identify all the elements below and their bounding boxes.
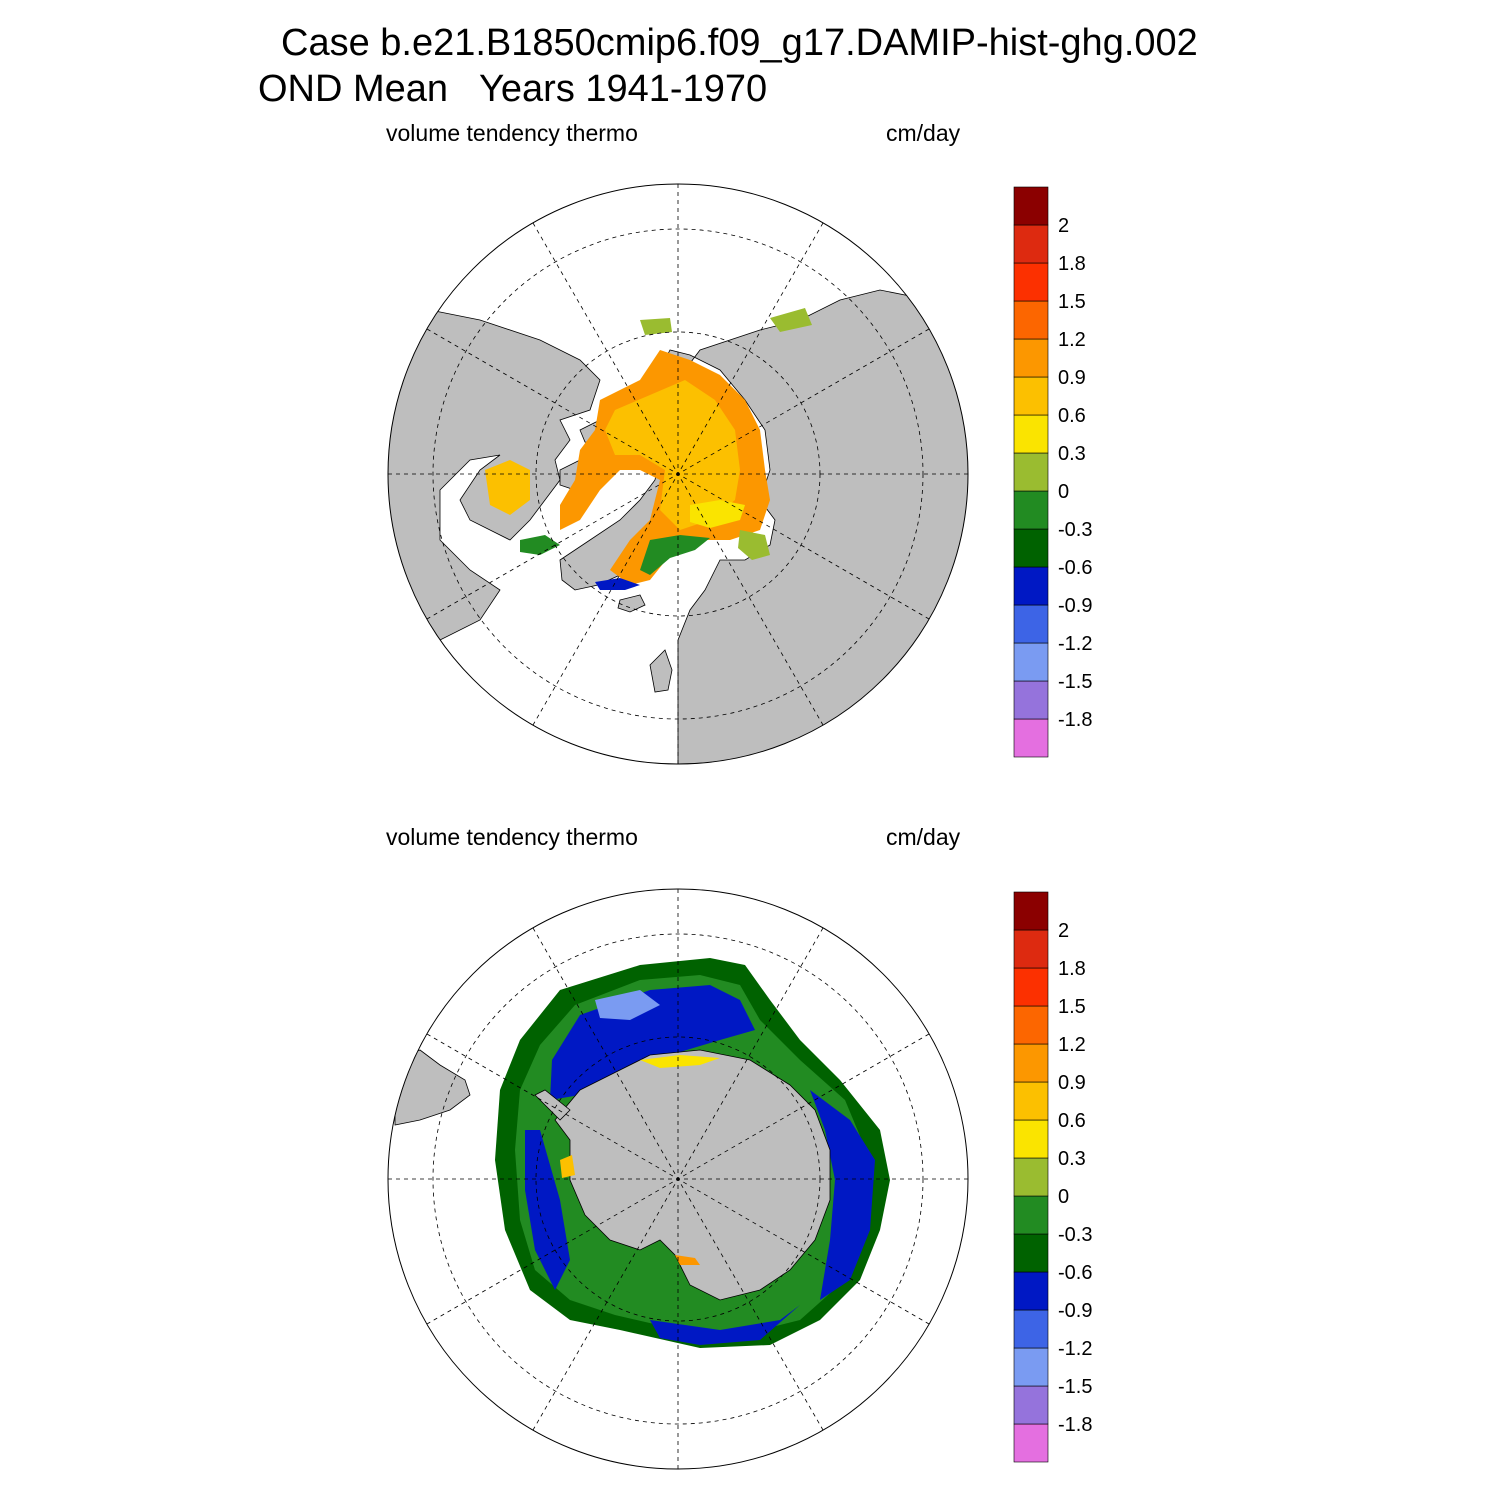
north-colorbar-swatch (1013, 528, 1049, 568)
north-colorbar-tick-label: 2 (1058, 215, 1069, 237)
north-graticule (388, 184, 968, 764)
okhotsk-ice-lightgreen (770, 308, 812, 332)
south-colorbar-tick-label: -0.3 (1058, 1224, 1092, 1246)
north-colorbar: -1.8 -1.5 -1.2 -0.9 -0.6 -0.3 0 0.3 0.6 0.9 1.2 1.5… (1013, 186, 1092, 758)
south-colorbar-swatch (1013, 1157, 1049, 1197)
south-colorbar-tick-label: 0 (1058, 1186, 1069, 1208)
arctic-ice-yellow (690, 500, 745, 528)
north-colorbar-tick-label: 0 (1058, 481, 1069, 503)
south-colorbar-swatch (1013, 1005, 1049, 1045)
north-colorbar-swatch (1013, 642, 1049, 682)
north-colorbar-tick-label: -0.6 (1058, 557, 1092, 579)
arctic-ice-green (640, 535, 710, 575)
north-colorbar-swatch (1013, 452, 1049, 492)
south-colorbar-swatch (1013, 1081, 1049, 1121)
british-isles (649, 649, 673, 693)
south-colorbar: -1.8 -1.5 -1.2 -0.9 -0.6 -0.3 0 0.3 0.6 0.9 1.2 1.5… (1013, 891, 1092, 1463)
baffin-ice-green (520, 535, 560, 555)
denmark-strait-ice-blue (595, 578, 640, 590)
south-colorbar-swatch (1013, 1347, 1049, 1387)
north-colorbar-tick-label: 1.8 (1058, 253, 1086, 275)
north-colorbar-tick-label: 0.9 (1058, 367, 1086, 389)
figure-title-line1: Case b.e21.B1850cmip6.f09_g17.DAMIP-hist… (281, 22, 1198, 64)
bering-ice-lightgreen (640, 318, 672, 335)
arctic-ice-lightgreen (738, 530, 770, 560)
north-colorbar-swatch (1013, 376, 1049, 416)
south-colorbar-tick-label: 0.9 (1058, 1072, 1086, 1094)
south-colorbar-swatch (1013, 1423, 1049, 1463)
south-panel-units-label: cm/day (886, 824, 961, 850)
coastal-ice-orange (675, 1255, 700, 1265)
north-colorbar-swatch (1013, 718, 1049, 758)
north-map-border (387, 183, 969, 765)
north-colorbar-swatch (1013, 604, 1049, 644)
north-colorbar-swatch (1013, 224, 1049, 264)
antarctica (554, 1049, 831, 1301)
south-colorbar-tick-label: -1.2 (1058, 1338, 1092, 1360)
south-colorbar-tick-label: 2 (1058, 920, 1069, 942)
north-colorbar-tick-label: -0.3 (1058, 519, 1092, 541)
south-colorbar-tick-label: -1.8 (1058, 1414, 1092, 1436)
south-colorbar-tick-label: 0.3 (1058, 1148, 1086, 1170)
north-colorbar-swatch (1013, 300, 1049, 340)
north-colorbar-tick-label: -1.8 (1058, 709, 1092, 731)
north-colorbar-tick-label: -1.2 (1058, 633, 1092, 655)
north-colorbar-tick-label: 0.3 (1058, 443, 1086, 465)
iceland (617, 594, 646, 613)
north-colorbar-tick-label: 0.6 (1058, 405, 1086, 427)
pacific-ice-blue (650, 1305, 800, 1345)
north-colorbar-swatch (1013, 186, 1049, 226)
weddell-ice-lightblue (595, 990, 660, 1020)
north-colorbar-swatch (1013, 490, 1049, 530)
south-colorbar-swatch (1013, 929, 1049, 969)
north-colorbar-tick-label: 1.5 (1058, 291, 1086, 313)
north-panel-left-label: volume tendency thermo (386, 120, 638, 146)
south-colorbar-tick-label: -0.6 (1058, 1262, 1092, 1284)
south-colorbar-tick-label: 1.2 (1058, 1034, 1086, 1056)
coastal-ice-gold (560, 1155, 575, 1178)
south-colorbar-swatch (1013, 1043, 1049, 1083)
south-colorbar-swatch (1013, 1385, 1049, 1425)
coastal-ice-yellow (640, 1055, 720, 1068)
north-america-landmass (388, 299, 601, 661)
east-ice-blue (810, 1090, 875, 1300)
south-colorbar-swatch (1013, 1195, 1049, 1235)
arctic-ice-gold (605, 380, 740, 530)
south-colorbar-swatch (1013, 1119, 1049, 1159)
north-colorbar-swatch (1013, 566, 1049, 606)
south-map-border (387, 888, 969, 1470)
north-colorbar-tick-label: -0.9 (1058, 595, 1092, 617)
north-colorbar-swatch (1013, 262, 1049, 302)
south-colorbar-tick-label: 1.5 (1058, 996, 1086, 1018)
ross-ice-blue (525, 1130, 570, 1290)
south-colorbar-swatch (1013, 1309, 1049, 1349)
figure-title-line2: OND Mean Years 1941-1970 (258, 68, 768, 110)
south-colorbar-tick-label: 0.6 (1058, 1110, 1086, 1132)
north-colorbar-swatch (1013, 414, 1049, 454)
south-polar-map (387, 888, 969, 1470)
south-colorbar-swatch (1013, 967, 1049, 1007)
north-panel-units-label: cm/day (886, 120, 961, 146)
arctic-ice-field (485, 308, 812, 590)
south-colorbar-tick-label: 1.8 (1058, 958, 1086, 980)
south-graticule (388, 889, 968, 1469)
north-colorbar-swatch (1013, 680, 1049, 720)
north-colorbar-tick-label: -1.5 (1058, 671, 1092, 693)
south-america (394, 1049, 471, 1126)
south-panel-left-label: volume tendency thermo (386, 824, 638, 850)
north-polar-map (387, 183, 969, 765)
south-colorbar-swatch (1013, 1271, 1049, 1311)
north-colorbar-tick-label: 1.2 (1058, 329, 1086, 351)
antarctic-peninsula (534, 1089, 571, 1121)
south-colorbar-swatch (1013, 891, 1049, 931)
south-colorbar-tick-label: -0.9 (1058, 1300, 1092, 1322)
south-colorbar-tick-label: -1.5 (1058, 1376, 1092, 1398)
south-colorbar-swatch (1013, 1233, 1049, 1273)
north-colorbar-swatch (1013, 338, 1049, 378)
